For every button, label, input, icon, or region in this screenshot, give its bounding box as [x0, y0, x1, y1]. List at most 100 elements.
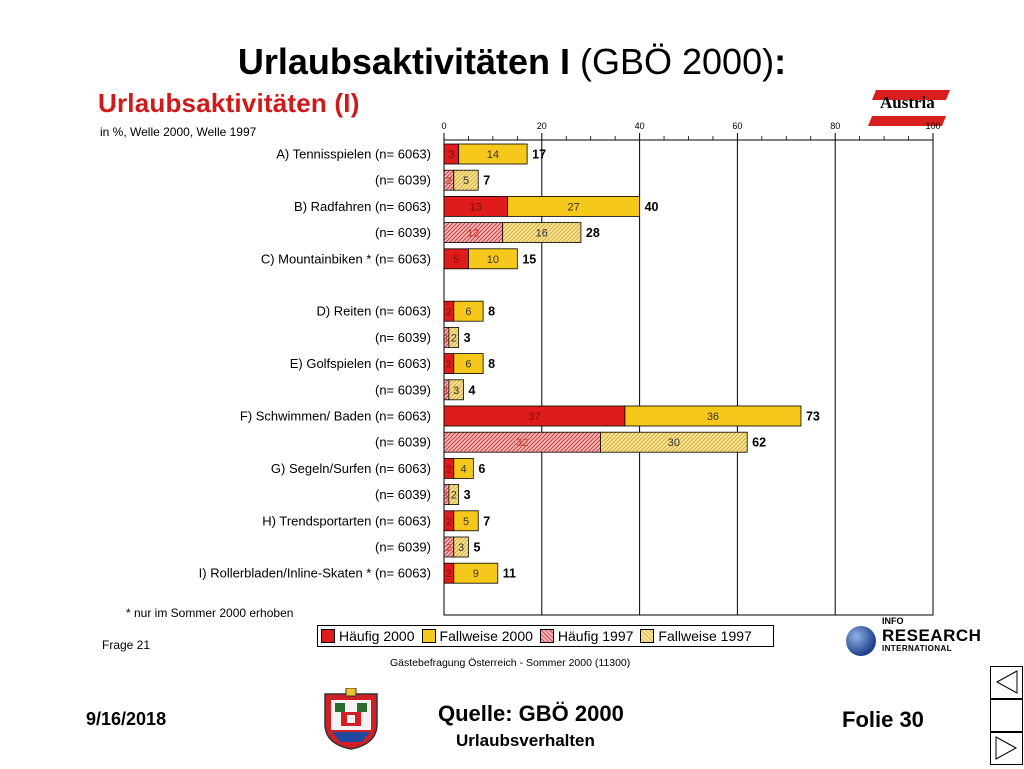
bar-total-label: 8: [488, 305, 495, 319]
bar-fallweise: [453, 457, 474, 479]
bar-total-label: 5: [473, 541, 480, 555]
bar-value-haeufig: 1: [444, 386, 450, 397]
legend-label: Häufig 2000: [339, 628, 415, 644]
bar-total-label: 28: [586, 226, 600, 240]
bar-total-label: 3: [464, 331, 471, 345]
bar-fallweise: [453, 169, 479, 191]
coat-of-arms-icon: [322, 687, 380, 750]
question-number: Frage 21: [102, 638, 151, 652]
bar-total-label: 7: [483, 174, 490, 188]
slide-title-colon: :: [774, 41, 787, 82]
bar-value-haeufig: 2: [446, 307, 452, 318]
chart-subtitle: in %, Welle 2000, Welle 1997: [100, 125, 257, 139]
bar-value-haeufig: 2: [446, 569, 452, 580]
slide-title: Urlaubsaktivitäten I (GBÖ 2000):: [0, 42, 1024, 82]
bar-value-fallweise: 14: [487, 149, 499, 161]
austria-logo: Austria: [866, 88, 952, 128]
slide-number: Folie 30: [842, 707, 924, 732]
bar-value-fallweise: 30: [668, 437, 680, 449]
info-logo-line3: INTERNATIONAL: [882, 644, 952, 653]
previous-slide-button[interactable]: [990, 666, 1023, 699]
bar-value-fallweise: 2: [451, 490, 457, 502]
info-logo-line1: INFO: [882, 616, 904, 626]
austria-logo-shape: [868, 90, 950, 126]
bar-value-fallweise: 3: [458, 542, 464, 554]
chart-grid: [443, 133, 934, 616]
legend-swatch: [421, 629, 436, 643]
bar-fallweise: [458, 143, 528, 165]
bar-value-fallweise: 2: [451, 332, 457, 344]
bar-value-fallweise: 4: [460, 463, 466, 475]
austria-logo-text: Austria: [880, 93, 935, 112]
menu-button[interactable]: [990, 699, 1023, 732]
bar-value-haeufig: 13: [470, 201, 482, 213]
legend-swatch: [640, 629, 655, 643]
bar-total-label: 8: [488, 357, 495, 371]
bar-value-haeufig: 2: [446, 517, 452, 528]
bar-value-fallweise: 10: [487, 254, 499, 266]
bar-fallweise: [448, 326, 460, 348]
bar-value-haeufig: 3: [448, 149, 454, 161]
x-tick-label: 0: [441, 121, 446, 131]
bar-fallweise: [600, 431, 748, 453]
bar-total-label: 15: [522, 252, 536, 266]
x-tick-label: 100: [925, 121, 940, 131]
bar-value-haeufig: 1: [444, 491, 450, 502]
slide-title-normal: (GBÖ 2000): [570, 41, 775, 82]
bar-value-fallweise: 9: [473, 568, 479, 580]
row-label: H) Trendsportarten (n= 6063): [262, 513, 431, 528]
x-tick-labels: 0 20 40 60 80 100: [441, 121, 940, 131]
bar-fallweise: [448, 379, 464, 401]
bar-value-fallweise: 3: [453, 385, 459, 397]
row-labels: A) Tennisspielen (n= 6063) (n= 6039) B) Ra…: [199, 147, 431, 581]
bar-value-fallweise: 27: [567, 201, 579, 213]
bar-value-haeufig: 32: [516, 437, 528, 449]
chart-legend: Häufig 2000 Fallweise 2000 Häufig 1997 F…: [317, 625, 774, 647]
bar-fallweise: [453, 536, 469, 558]
bar-fallweise: [453, 353, 484, 375]
bar-total-label: 73: [806, 410, 820, 424]
legend-swatch: [321, 629, 335, 643]
row-label: (n= 6039): [375, 540, 431, 555]
footnote: * nur im Sommer 2000 erhoben: [126, 606, 294, 620]
bar-fallweise: [453, 300, 484, 322]
slide-navigation: [990, 666, 1023, 766]
legend-item-fallweise-2000: Fallweise 2000: [421, 628, 533, 644]
bar-total-label: 62: [752, 436, 766, 450]
bar-total-label: 40: [645, 200, 659, 214]
row-label: A) Tennisspielen (n= 6063): [276, 147, 431, 162]
info-research-logo: INFO RESEARCH INTERNATIONAL: [846, 616, 981, 662]
bar-value-fallweise: 6: [465, 306, 471, 318]
bar-value-haeufig: 2: [446, 464, 452, 475]
bar-value-fallweise: 5: [463, 175, 469, 187]
row-label: (n= 6039): [375, 173, 431, 188]
globe-icon: [846, 626, 876, 656]
x-tick-label: 40: [635, 121, 645, 131]
bar-total-label: 11: [503, 567, 516, 581]
bar-value-fallweise: 6: [465, 359, 471, 371]
row-label: (n= 6039): [375, 487, 431, 502]
bar-fallweise: [448, 484, 460, 506]
triangle-left-icon: [995, 670, 1018, 694]
bar-value-haeufig: 12: [467, 228, 479, 240]
bar-value-haeufig: 2: [446, 176, 452, 187]
source-subtitle: Urlaubsverhalten: [456, 731, 595, 750]
bar-total-label: 3: [464, 488, 471, 502]
legend-item-fallweise-1997: Fallweise 1997: [640, 628, 752, 644]
next-slide-button[interactable]: [990, 732, 1023, 765]
row-label: B) Radfahren (n= 6063): [294, 199, 431, 214]
row-label: F) Schwimmen/ Baden (n= 6063): [240, 409, 431, 424]
survey-source: Gästebefragung Österreich - Sommer 2000 …: [390, 657, 631, 669]
bar-value-haeufig: 2: [446, 360, 452, 371]
bar-fallweise: [453, 562, 499, 584]
bar-total-label: 7: [483, 514, 490, 528]
legend-item-haeufig-2000: Häufig 2000: [321, 628, 415, 644]
bar-total-label: 17: [532, 148, 546, 162]
bar-value-fallweise: 5: [463, 516, 469, 528]
row-label: (n= 6039): [375, 435, 431, 450]
bar-value-fallweise: 16: [536, 228, 548, 240]
row-label: C) Mountainbiken * (n= 6063): [261, 251, 431, 266]
slide-title-bold: Urlaubsaktivitäten I: [237, 41, 570, 82]
